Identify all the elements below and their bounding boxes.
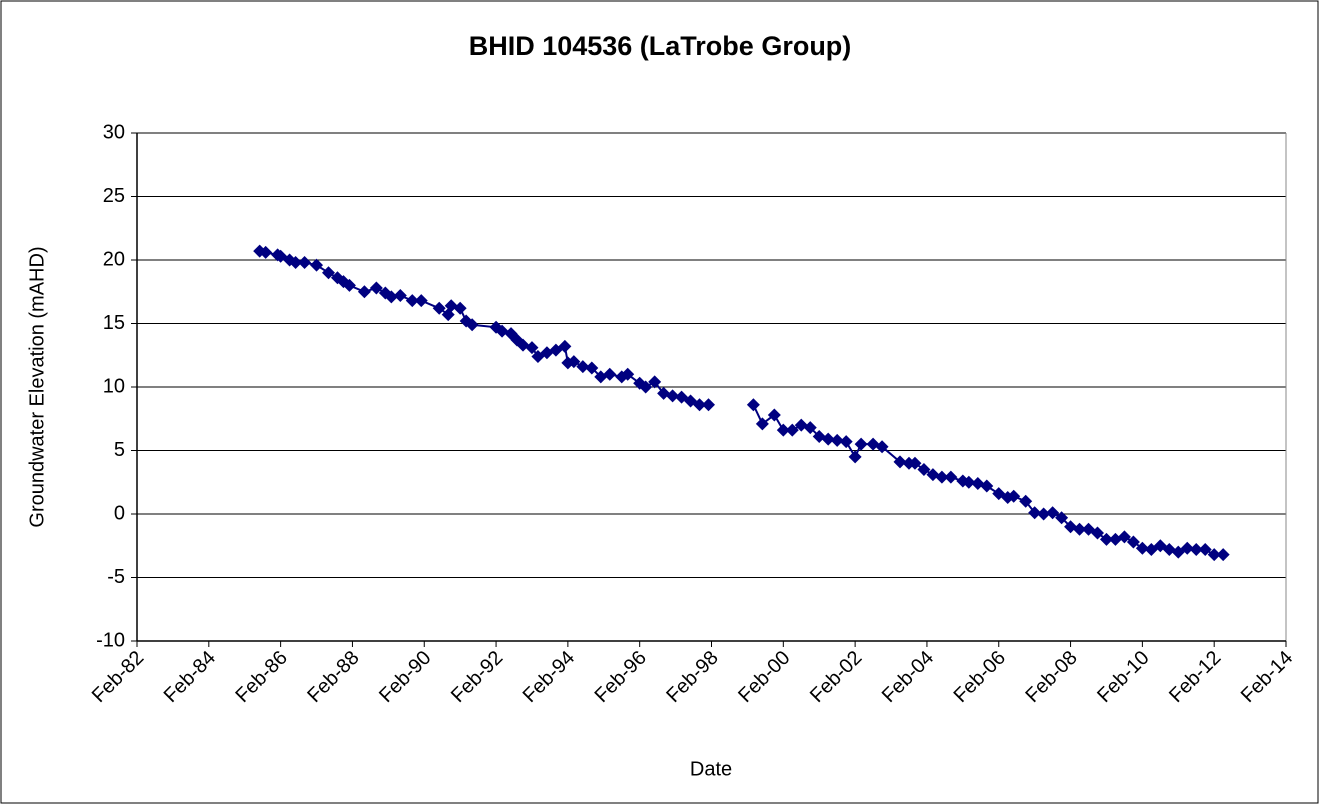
- data-marker: [702, 398, 716, 412]
- data-marker: [755, 417, 769, 431]
- data-marker: [803, 421, 817, 435]
- data-marker: [1028, 506, 1042, 520]
- data-marker: [1126, 535, 1140, 549]
- data-marker: [384, 290, 398, 304]
- data-marker: [908, 456, 922, 470]
- data-marker: [357, 285, 371, 299]
- data-marker: [839, 435, 853, 449]
- data-marker: [848, 450, 862, 464]
- data-marker: [322, 266, 335, 280]
- data-marker: [1073, 522, 1087, 536]
- data-marker: [405, 294, 419, 308]
- data-marker: [576, 360, 590, 374]
- data-marker: [935, 470, 949, 484]
- data-marker: [342, 278, 356, 292]
- data-marker: [1055, 511, 1069, 525]
- data-marker: [666, 389, 680, 403]
- data-marker: [585, 361, 599, 375]
- data-marker: [1198, 543, 1212, 557]
- data-marker: [917, 463, 931, 477]
- data-marker: [1046, 506, 1060, 520]
- data-marker: [603, 367, 617, 381]
- data-marker: [432, 301, 446, 315]
- data-marker: [1099, 532, 1113, 546]
- data-marker: [465, 318, 479, 332]
- data-marker: [369, 281, 383, 295]
- data-marker: [1007, 489, 1021, 503]
- data-marker: [525, 341, 539, 355]
- data-marker: [767, 408, 781, 422]
- data-marker: [310, 258, 324, 272]
- data-marker: [1189, 543, 1203, 557]
- data-marker: [289, 256, 303, 270]
- data-marker: [298, 256, 312, 270]
- y-tick-label: 25: [103, 185, 125, 207]
- y-tick-label: 20: [103, 248, 125, 270]
- y-axis-label: Groundwater Elevation (mAHD): [26, 246, 48, 527]
- y-tick-label: 10: [103, 375, 125, 397]
- data-marker: [875, 440, 889, 454]
- y-tick-label: 5: [114, 439, 125, 461]
- data-marker: [1090, 526, 1104, 540]
- y-tick-label: 15: [103, 312, 125, 334]
- data-marker: [1019, 494, 1033, 508]
- data-marker: [746, 398, 760, 412]
- data-marker: [1037, 507, 1051, 521]
- data-marker: [785, 423, 799, 437]
- data-marker: [944, 470, 958, 484]
- data-marker: [639, 380, 653, 394]
- data-marker: [1117, 530, 1131, 544]
- data-marker: [1135, 541, 1149, 555]
- data-marker: [567, 355, 581, 369]
- y-tick-label: 0: [114, 502, 125, 524]
- chart-title: BHID 104536 (LaTrobe Group): [469, 31, 852, 61]
- data-marker: [393, 289, 407, 303]
- data-marker: [259, 245, 273, 259]
- data-marker: [558, 339, 572, 353]
- y-tick-label: -5: [107, 566, 125, 588]
- y-tick-label: -10: [96, 629, 125, 651]
- y-tick-label: 30: [103, 121, 125, 143]
- data-marker: [414, 294, 428, 308]
- data-marker: [648, 375, 662, 389]
- data-marker: [962, 475, 976, 489]
- data-marker: [776, 423, 790, 437]
- data-marker: [693, 398, 707, 412]
- data-marker: [1207, 548, 1221, 562]
- data-marker: [980, 479, 994, 493]
- x-axis-label: Date: [690, 758, 732, 780]
- data-marker: [821, 432, 835, 446]
- data-marker: [893, 455, 907, 469]
- data-marker: [1180, 541, 1194, 555]
- data-marker: [621, 367, 635, 381]
- data-marker: [830, 433, 844, 447]
- data-marker: [854, 437, 868, 451]
- data-marker: [1216, 548, 1230, 562]
- data-marker: [453, 301, 467, 315]
